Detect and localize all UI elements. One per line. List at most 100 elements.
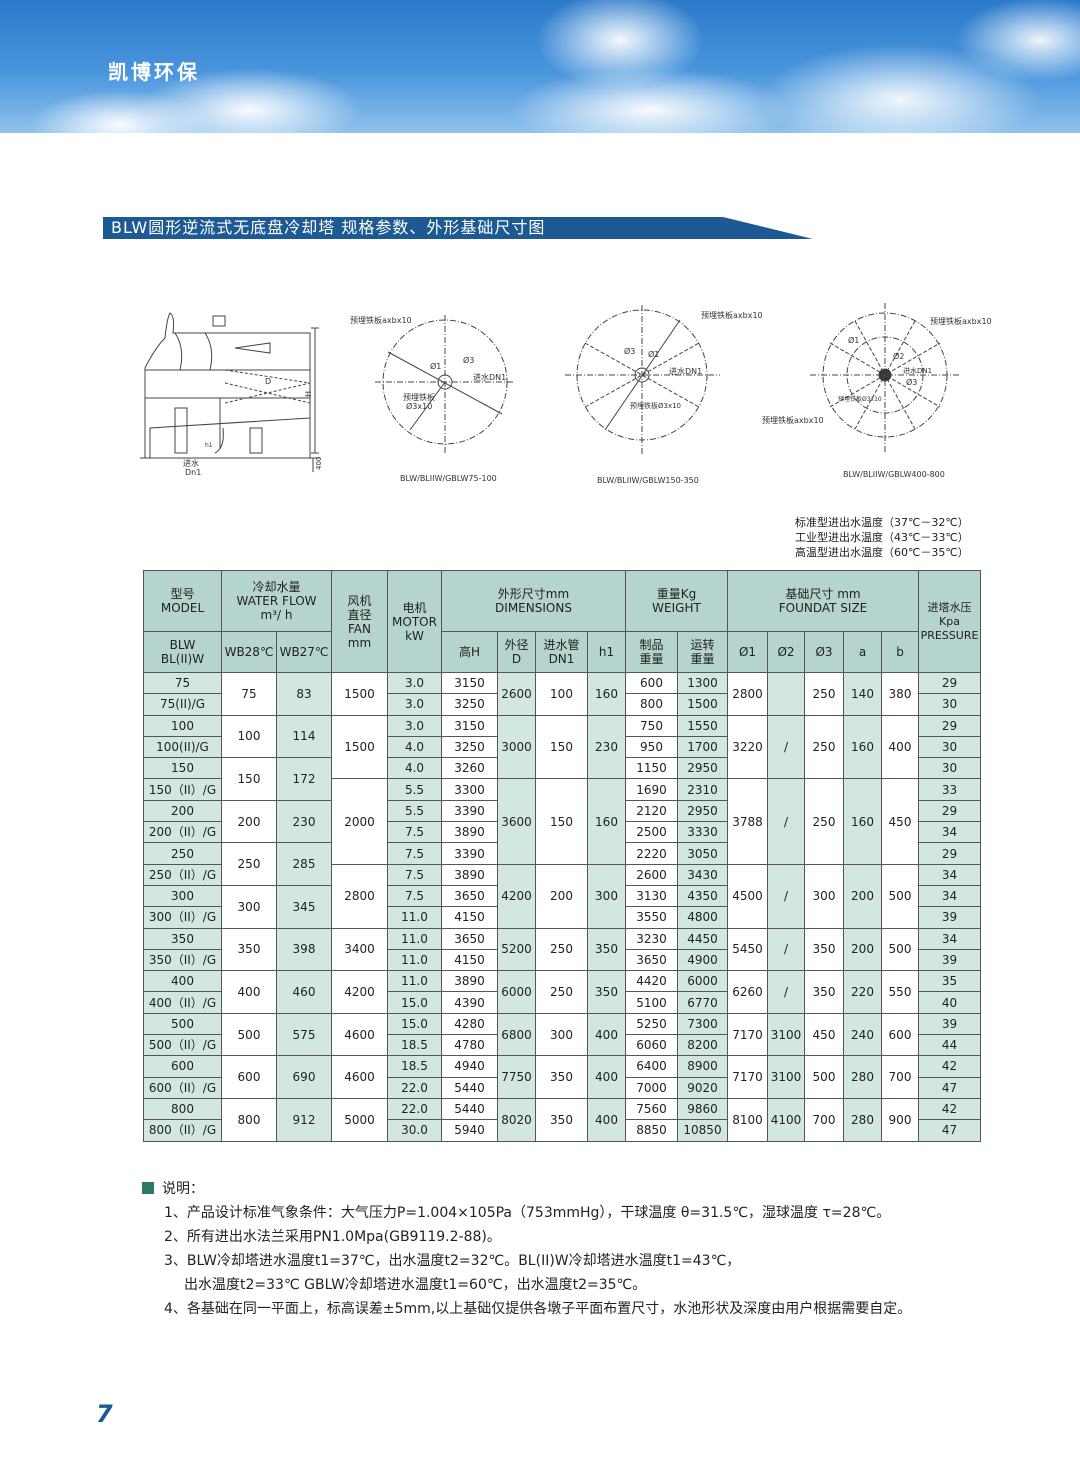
table-cell: 345 — [276, 884, 332, 929]
plan2-inlet-label: 进水DN1 — [669, 367, 703, 376]
temperature-notes: 标准型进出水温度（37℃－32℃） 工业型进出水温度（43℃－33℃） 高温型进… — [795, 515, 969, 560]
table-cell: 3550 — [625, 906, 678, 929]
section-title: BLW圆形逆流式无底盘冷却塔 规格参数、外形基础尺寸图 — [103, 217, 813, 239]
table-cell: 160 — [843, 714, 882, 780]
table-cell: 2120 — [625, 799, 678, 823]
table-cell: 230 — [587, 714, 626, 780]
table-cell: 11.0 — [387, 970, 442, 993]
model-cell: 150 — [143, 757, 222, 780]
table-row: 200（II）/G 7.5 3890 2500 3330 34 — [143, 821, 981, 844]
subheader-cell: Ø3 — [804, 631, 844, 673]
table-cell: 2220 — [625, 842, 678, 865]
table-cell: 39 — [918, 906, 981, 929]
header-weight: 重量Kg WEIGHT — [625, 570, 728, 632]
table-cell: 3250 — [441, 693, 498, 716]
table-cell: 3150 — [441, 671, 498, 695]
plan1-phi1-label: Ø1 — [430, 362, 442, 371]
table-cell: 4450 — [677, 927, 728, 950]
table-cell: 250 — [804, 714, 844, 780]
plan2-phi1-label: Ø1 — [648, 350, 660, 359]
table-cell: 4390 — [441, 991, 498, 1014]
table-cell: 4280 — [441, 1012, 498, 1036]
label-dn1: Dn1 — [185, 468, 201, 477]
model-cell: 100(II)/G — [143, 735, 222, 759]
plan3-phi1-label: Ø1 — [848, 336, 860, 345]
table-cell: 380 — [881, 672, 919, 716]
table-cell: 1550 — [677, 714, 728, 737]
model-cell: 400（II）/G — [143, 991, 222, 1014]
table-cell: 220 — [843, 970, 882, 1014]
table-row: 100 100 114 1500 3.0 3150 3000 150 230 750 1550 322… — [143, 714, 981, 780]
sky-banner: 凯博环保 — [0, 0, 1080, 133]
table-cell: 2950 — [677, 799, 728, 823]
table-cell: 500 — [221, 1012, 277, 1057]
table-cell: 3650 — [625, 948, 678, 972]
table-cell: 6260 — [727, 970, 768, 1014]
table-cell: 30.0 — [387, 1119, 442, 1142]
table-cell: 100 — [535, 672, 588, 716]
plan1-caption: BLW/BLIIW/GBLW75-100 — [400, 474, 497, 483]
table-cell: 300 — [535, 1012, 588, 1057]
table-cell: 3400 — [331, 927, 388, 972]
table-cell: 5440 — [441, 1076, 498, 1099]
model-cell: 75 — [143, 671, 222, 695]
table-cell: 4200 — [331, 970, 388, 1014]
table-cell: 2000 — [331, 778, 388, 865]
note-item: 1、产品设计标准气象条件：大气压力P=1.004×105Pa（753mmHg），… — [164, 1205, 891, 1221]
spec-table: 型号 MODEL 冷却水量 WATER FLOW m³/ h 风机 直径 FAN… — [143, 570, 981, 1142]
table-cell: / — [767, 970, 805, 1014]
table-cell: 100 — [221, 714, 277, 759]
table-cell: 3250 — [441, 735, 498, 759]
subheader-cell: Ø1 — [727, 631, 768, 673]
table-cell: 47 — [918, 1119, 981, 1142]
table-cell: 3300 — [441, 778, 498, 801]
note-marker-icon — [142, 1182, 154, 1194]
table-cell: 18.5 — [387, 1055, 442, 1078]
table-cell: 4600 — [331, 1012, 388, 1057]
table-cell: 5.5 — [387, 799, 442, 823]
table-cell: 4100 — [767, 1097, 805, 1142]
table-row: 500（II）/G 18.5 4780 6060 8200 44 — [143, 1034, 981, 1057]
plan3-plate2-label: 预埋铁板Ø3x10 — [838, 396, 882, 403]
table-cell: 950 — [625, 735, 678, 759]
table-cell: 2600 — [625, 863, 678, 886]
table-cell: 575 — [276, 1012, 332, 1057]
table-cell: 5450 — [727, 927, 768, 972]
table-cell: 7.5 — [387, 863, 442, 886]
table-row: 350（II）/G 11.0 4150 3650 4900 39 — [143, 948, 981, 972]
brand-name: 凯博环保 — [108, 60, 200, 84]
table-cell: 5200 — [497, 927, 536, 972]
subheader-cell: a — [843, 631, 882, 673]
table-cell: 4350 — [677, 884, 728, 908]
table-cell: 160 — [587, 672, 626, 716]
table-cell: 6800 — [497, 1012, 536, 1057]
table-row: 400（II）/G 15.0 4390 5100 6770 40 — [143, 991, 981, 1014]
table-cell: 8200 — [677, 1034, 728, 1057]
table-cell: 3100 — [767, 1055, 805, 1099]
table-cell: 250 — [535, 970, 588, 1014]
subheader-cell: 运转 重量 — [677, 631, 728, 673]
table-cell: 600 — [881, 1012, 919, 1057]
table-cell — [767, 672, 805, 716]
model-cell: 250（II）/G — [143, 863, 222, 886]
table-cell: 11.0 — [387, 906, 442, 929]
table-cell: 30 — [918, 693, 981, 716]
table-cell: 10850 — [677, 1119, 728, 1142]
table-cell: 3330 — [677, 821, 728, 844]
table-row: 800 800 912 5000 22.0 5440 8020 350 400 7560 9860 8… — [143, 1097, 981, 1142]
table-cell: 4.0 — [387, 735, 442, 759]
plan2-plate2-label: 预埋铁板Ø3x10 — [630, 402, 682, 410]
table-cell: 250 — [804, 778, 844, 865]
table-cell: 240 — [843, 1012, 882, 1057]
table-cell: 600 — [221, 1055, 277, 1099]
temp-note-industrial: 工业型进出水温度（43℃－33℃） — [795, 531, 969, 544]
notes-heading: 说明： — [162, 1181, 204, 1197]
table-cell: 3050 — [677, 842, 728, 865]
table-cell: 4900 — [677, 948, 728, 972]
table-cell: 75 — [221, 672, 277, 716]
plan1-phi3-label: Ø3 — [463, 356, 475, 365]
table-cell: 34 — [918, 927, 981, 950]
label-400: 400 — [315, 457, 323, 470]
table-cell: 3600 — [497, 778, 536, 865]
table-cell: 150 — [221, 757, 277, 801]
